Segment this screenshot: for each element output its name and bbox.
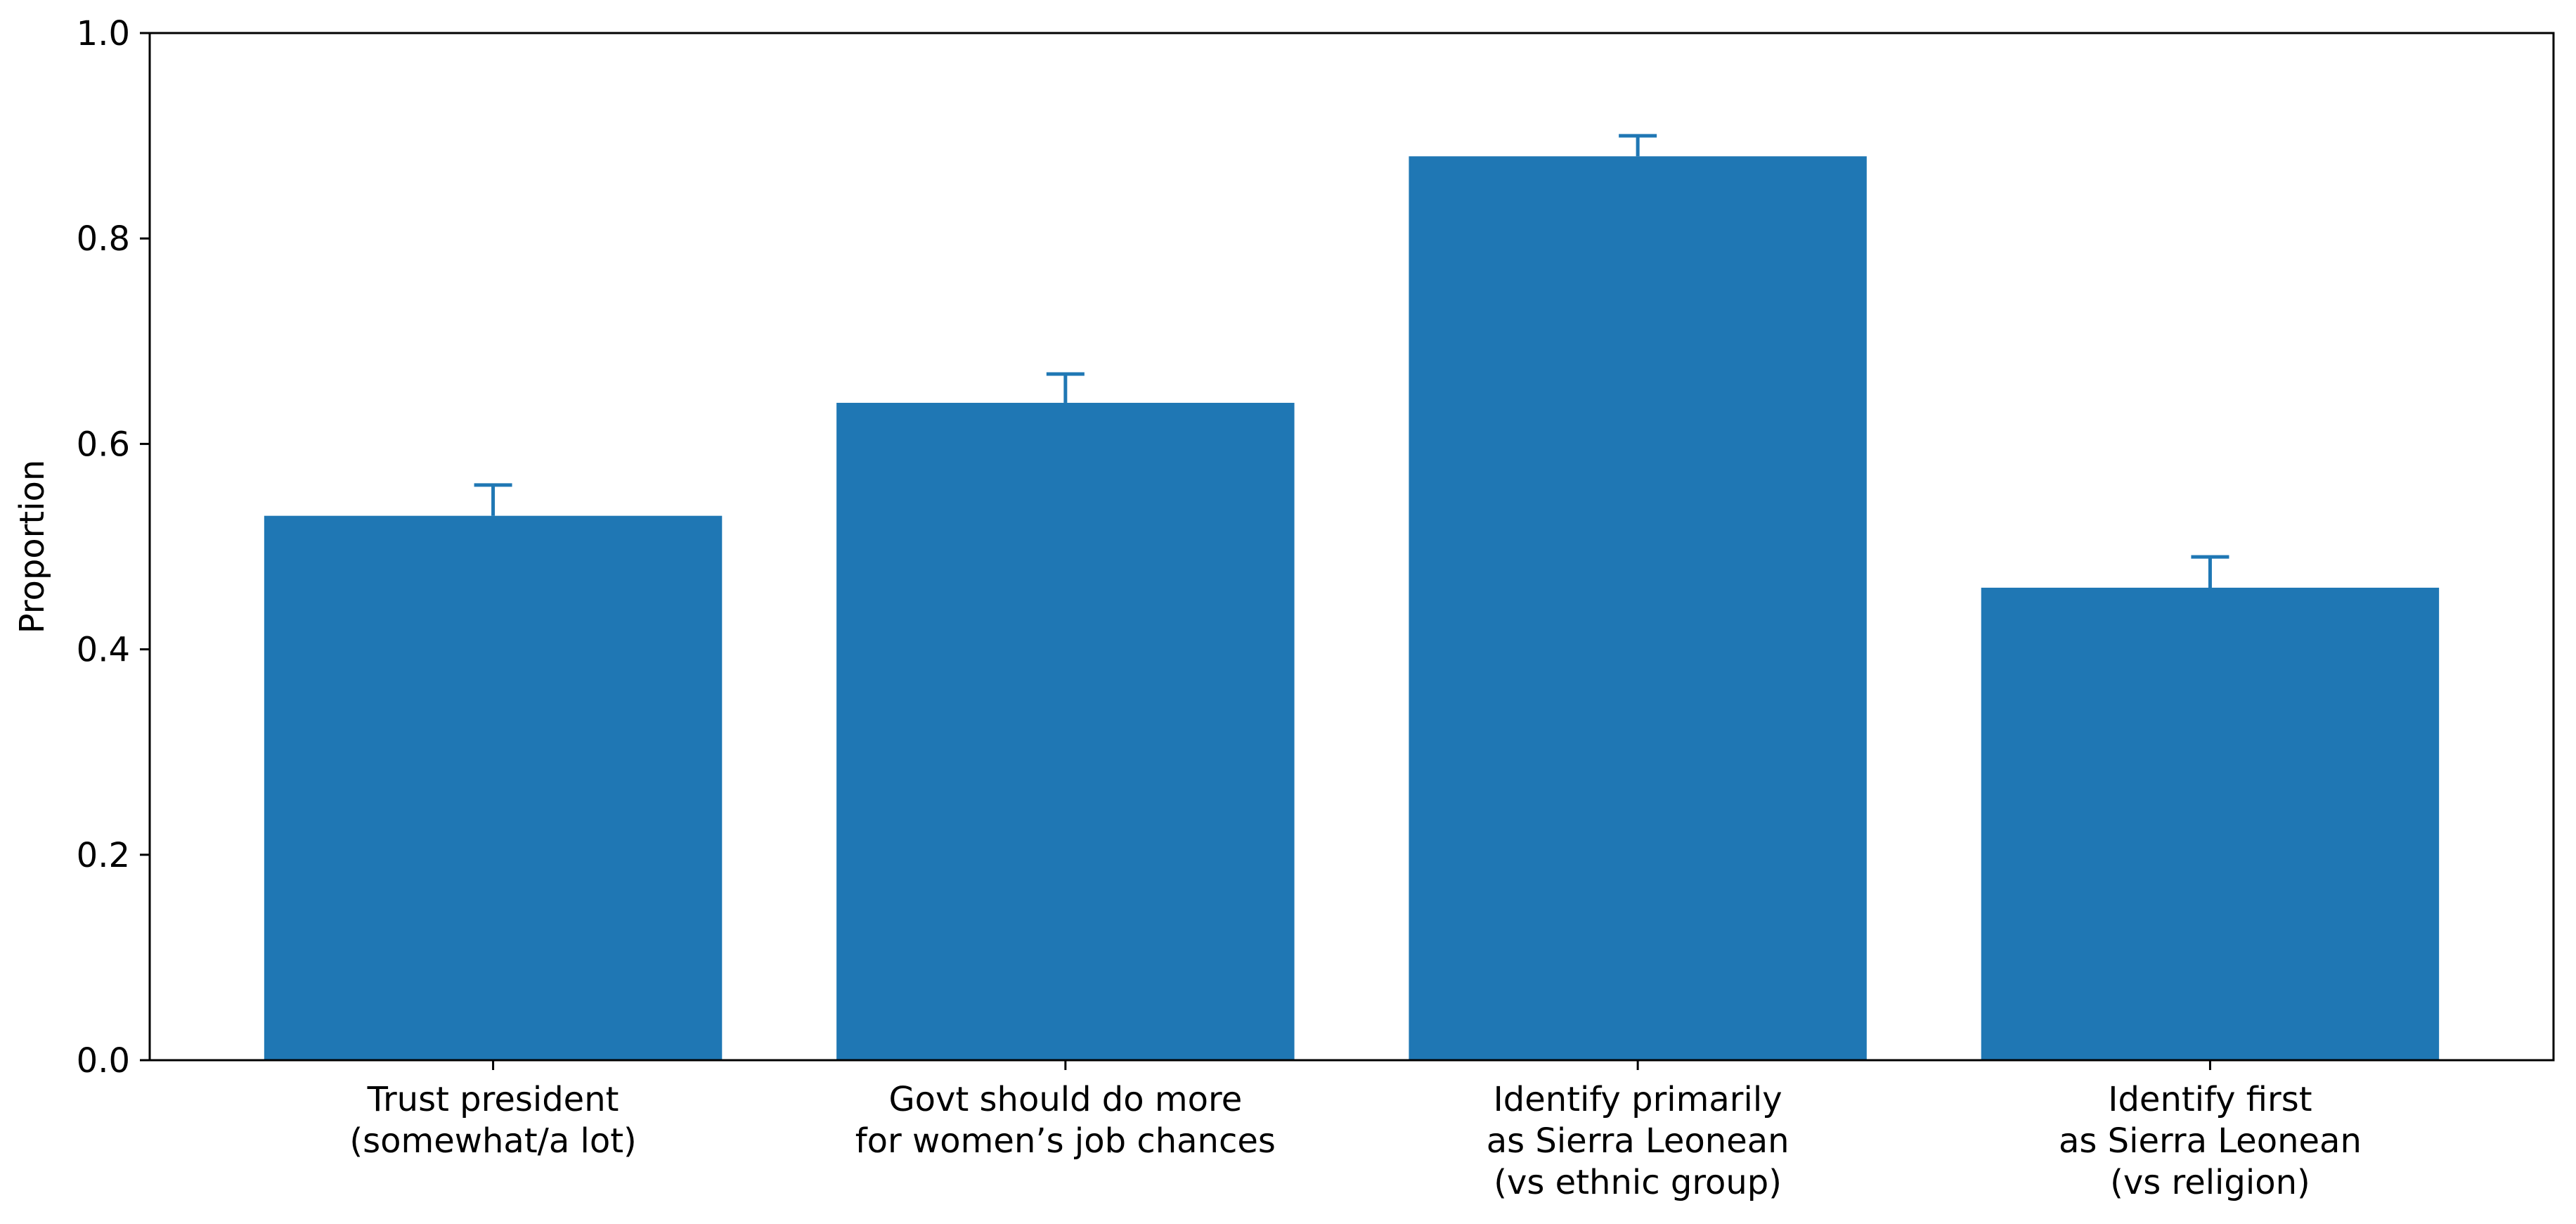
x-axis: Trust president (somewhat/a lot) Govt shou… xyxy=(349,1060,2362,1202)
x-tick-label-0: Trust president (somewhat/a lot) xyxy=(349,1080,636,1161)
y-tick-label-0: 0.0 xyxy=(77,1041,130,1081)
bar-0 xyxy=(264,515,723,1060)
x-tick-label-2: Identify primarily as Sierra Leonean (vs e… xyxy=(1487,1080,1789,1202)
y-tick-label-5: 1.0 xyxy=(77,14,130,53)
x-tick-label-3: Identify first as Sierra Leonean (vs relig… xyxy=(2059,1080,2362,1202)
bars-group xyxy=(264,156,2440,1060)
bar-1 xyxy=(836,402,1295,1060)
bar-3 xyxy=(1981,587,2440,1060)
y-tick-label-2: 0.4 xyxy=(77,631,130,670)
y-tick-label-4: 0.8 xyxy=(77,219,130,259)
y-axis: 0.0 0.2 0.4 0.6 0.8 1.0 xyxy=(77,14,150,1081)
bar-2 xyxy=(1409,156,1867,1060)
y-tick-label-1: 0.2 xyxy=(77,836,130,875)
y-tick-label-3: 0.6 xyxy=(77,425,130,464)
plot-frame xyxy=(148,32,2555,1062)
error-bars-group xyxy=(474,134,2229,588)
y-axis-label: Proportion xyxy=(13,460,52,634)
x-tick-label-1: Govt should do more for women’s job chanc… xyxy=(855,1080,1276,1161)
